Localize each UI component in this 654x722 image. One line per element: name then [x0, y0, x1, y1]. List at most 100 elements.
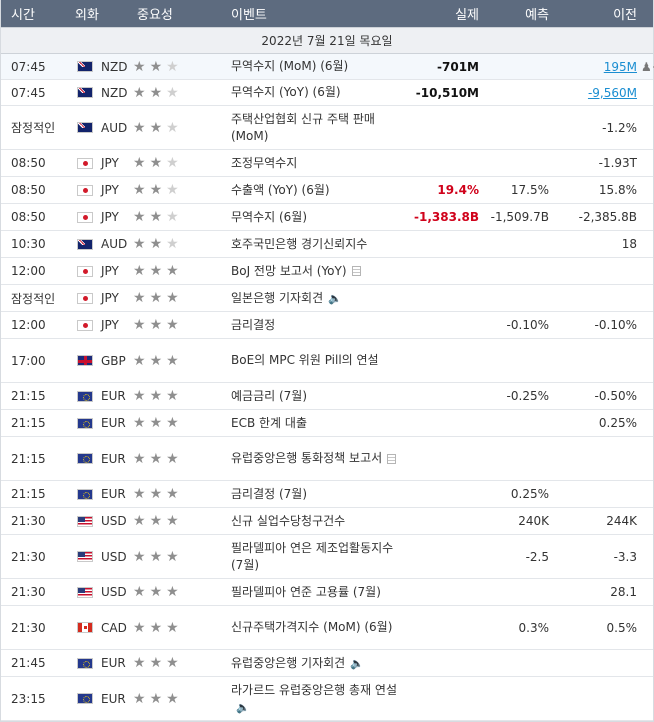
table-row[interactable]: 08:50 JPY ★ ★ ★ 무역수지 (6월) -1,383.8B -1,509.7B -2…	[1, 204, 653, 231]
previous-value[interactable]: -9,560M	[549, 86, 637, 100]
currency-cell: JPY	[67, 318, 129, 332]
event-label[interactable]: 필라델피아 연준 고용률 (7월)	[231, 584, 381, 599]
event-label[interactable]: 무역수지 (MoM) (6월)	[231, 59, 349, 73]
event-name[interactable]: 수출액 (YoY) (6월)	[219, 182, 405, 199]
importance-stars: ★ ★ ★	[129, 86, 219, 100]
table-row[interactable]: 21:15 EUR ★ ★ ★ 금리결정 (7월) 0.25%	[1, 481, 653, 508]
event-label[interactable]: 조정무역수지	[231, 155, 298, 170]
header-event[interactable]: 이벤트	[231, 8, 267, 23]
header-actual[interactable]: 실제	[455, 8, 479, 23]
event-label[interactable]: 신규 실업수당청구건수	[231, 513, 346, 528]
event-label[interactable]: 유럽중앙은행 기자회견	[231, 655, 346, 670]
event-name[interactable]: 신규주택가격지수 (MoM) (6월)	[219, 619, 405, 636]
table-row[interactable]: 21:15 EUR ★ ★ ★ ECB 한계 대출 0.25%	[1, 410, 653, 437]
event-label[interactable]: 금리결정	[231, 317, 276, 332]
table-row[interactable]: 잠정적인 AUD ★ ★ ★ 주택산업협회 신규 주택 판매 (MoM) -1.2%	[1, 106, 653, 150]
previous-label: -1.2%	[602, 120, 637, 135]
table-row[interactable]: 21:30 CAD ★ ★ ★ 신규주택가격지수 (MoM) (6월) 0.3% 0.5%	[1, 606, 653, 650]
event-name[interactable]: ECB 한계 대출	[219, 415, 405, 432]
event-label[interactable]: 수출액 (YoY) (6월)	[231, 182, 330, 197]
importance-stars: ★ ★ ★	[129, 264, 219, 278]
event-name[interactable]: 유럽중앙은행 기자회견 🔈	[219, 655, 405, 672]
event-label[interactable]: 라가르드 유럽중앙은행 총재 연설	[231, 682, 398, 697]
event-time: 21:30	[11, 620, 46, 635]
table-row[interactable]: 23:15 EUR ★ ★ ★ 라가르드 유럽중앙은행 총재 연설🔈	[1, 677, 653, 721]
table-row[interactable]: 21:30 USD ★ ★ ★ 필라델피아 연준 고용률 (7월) 28.1	[1, 579, 653, 606]
table-row[interactable]: 10:30 AUD ★ ★ ★ 호주국민은행 경기신뢰지수 18	[1, 231, 653, 258]
table-row[interactable]: 12:00 JPY ★ ★ ★ 금리결정 -0.10% -0.10%	[1, 312, 653, 339]
currency-cell: EUR	[67, 692, 129, 706]
event-label[interactable]: 유럽중앙은행 통화정책 보고서	[231, 451, 383, 465]
event-label[interactable]: BoE의 MPC 위원 Pill의 연설	[231, 353, 379, 367]
flag-jp-icon	[77, 157, 93, 169]
table-row[interactable]: 21:30 USD ★ ★ ★ 필라델피아 연은 제조업활동지수 (7월) -2.5 -3.3	[1, 535, 653, 579]
currency-code: USD	[101, 585, 127, 599]
event-label[interactable]: 일본은행 기자회견	[231, 290, 324, 305]
flag-eu-icon	[77, 390, 93, 402]
event-name[interactable]: 예금금리 (7월)	[219, 388, 405, 405]
event-label[interactable]: 필라델피아 연은 제조업활동지수 (7월)	[231, 540, 394, 572]
previous-value[interactable]: 195M	[549, 60, 637, 74]
previous-label[interactable]: -9,560M	[587, 85, 637, 100]
table-row[interactable]: 21:15 EUR ★ ★ ★ 예금금리 (7월) -0.25% -0.50%	[1, 383, 653, 410]
event-name[interactable]: 금리결정	[219, 317, 405, 334]
event-label[interactable]: 예금금리 (7월)	[231, 388, 308, 403]
table-row[interactable]: 08:50 JPY ★ ★ ★ 조정무역수지 -1.93T	[1, 150, 653, 177]
event-name[interactable]: 필라델피아 연은 제조업활동지수 (7월)	[219, 540, 405, 574]
table-row[interactable]: 17:00 GBP ★ ★ ★ BoE의 MPC 위원 Pill의 연설	[1, 339, 653, 383]
event-name[interactable]: BoE의 MPC 위원 Pill의 연설	[219, 352, 405, 369]
header-importance[interactable]: 중요성	[137, 8, 173, 23]
event-label[interactable]: 신규주택가격지수 (MoM) (6월)	[231, 620, 393, 634]
star-icon: ★	[166, 655, 179, 671]
importance-stars: ★ ★ ★	[129, 487, 219, 501]
previous-label: 244K	[606, 514, 637, 528]
event-name[interactable]: 무역수지 (6월)	[219, 209, 405, 226]
previous-label: -2,385.8B	[578, 210, 637, 224]
header-currency[interactable]: 외화	[75, 8, 99, 23]
add-alert-icon[interactable]: ♟+	[641, 59, 654, 74]
event-name[interactable]: 무역수지 (MoM) (6월)	[219, 58, 405, 75]
importance-stars: ★ ★ ★	[129, 318, 219, 332]
event-name[interactable]: BoJ 전망 보고서 (YoY)	[219, 263, 405, 280]
header-forecast[interactable]: 예측	[525, 8, 549, 23]
flag-au-icon	[77, 238, 93, 250]
table-row[interactable]: 잠정적인 JPY ★ ★ ★ 일본은행 기자회견 🔈	[1, 285, 653, 312]
event-name[interactable]: 필라델피아 연준 고용률 (7월)	[219, 584, 405, 601]
header-previous[interactable]: 이전	[613, 8, 637, 23]
currency-cell: NZD	[67, 60, 129, 74]
header-time[interactable]: 시간	[11, 8, 35, 23]
event-name[interactable]: 조정무역수지	[219, 155, 405, 172]
event-name[interactable]: 라가르드 유럽중앙은행 총재 연설 🔈	[219, 682, 405, 716]
currency-code: GBP	[101, 353, 126, 368]
table-row[interactable]: 21:30 USD ★ ★ ★ 신규 실업수당청구건수 240K 244K	[1, 508, 653, 535]
event-name[interactable]: 유럽중앙은행 통화정책 보고서	[219, 450, 405, 467]
event-name[interactable]: 일본은행 기자회견 🔈	[219, 290, 405, 307]
speech-speaker-icon: 🔈	[350, 656, 364, 670]
event-name[interactable]: 금리결정 (7월)	[219, 486, 405, 503]
event-label[interactable]: 호주국민은행 경기신뢰지수	[231, 236, 368, 251]
event-name[interactable]: 호주국민은행 경기신뢰지수	[219, 236, 405, 253]
table-row[interactable]: 12:00 JPY ★ ★ ★ BoJ 전망 보고서 (YoY)	[1, 258, 653, 285]
event-label[interactable]: 금리결정 (7월)	[231, 486, 308, 501]
report-doc-icon	[351, 266, 361, 276]
star-icon: ★	[149, 182, 163, 198]
table-row[interactable]: 07:45 NZD ★ ★ ★ 무역수지 (YoY) (6월) -10,510M -9,560…	[1, 80, 653, 106]
date-row: 2022년 7월 21일 목요일	[1, 27, 653, 54]
table-row[interactable]: 21:45 EUR ★ ★ ★ 유럽중앙은행 기자회견 🔈	[1, 650, 653, 677]
table-row[interactable]: 21:15 EUR ★ ★ ★ 유럽중앙은행 통화정책 보고서	[1, 437, 653, 481]
importance-stars: ★ ★ ★	[129, 156, 219, 170]
event-label[interactable]: ECB 한계 대출	[231, 415, 307, 430]
event-label[interactable]: 무역수지 (6월)	[231, 209, 308, 224]
currency-code: JPY	[101, 291, 119, 305]
event-name[interactable]: 주택산업협회 신규 주택 판매 (MoM)	[219, 111, 405, 145]
event-name[interactable]: 무역수지 (YoY) (6월)	[219, 84, 405, 101]
star-icon: ★	[149, 84, 163, 101]
event-label[interactable]: 무역수지 (YoY) (6월)	[231, 85, 341, 99]
event-label[interactable]: 주택산업협회 신규 주택 판매 (MoM)	[231, 111, 375, 143]
event-name[interactable]: 신규 실업수당청구건수	[219, 513, 405, 530]
event-label[interactable]: BoJ 전망 보고서 (YoY)	[231, 263, 347, 278]
table-row[interactable]: 08:50 JPY ★ ★ ★ 수출액 (YoY) (6월) 19.4% 17.5% 15.8%	[1, 177, 653, 204]
previous-label[interactable]: 195M	[603, 59, 637, 74]
alert-cell: ♟+	[637, 59, 654, 74]
